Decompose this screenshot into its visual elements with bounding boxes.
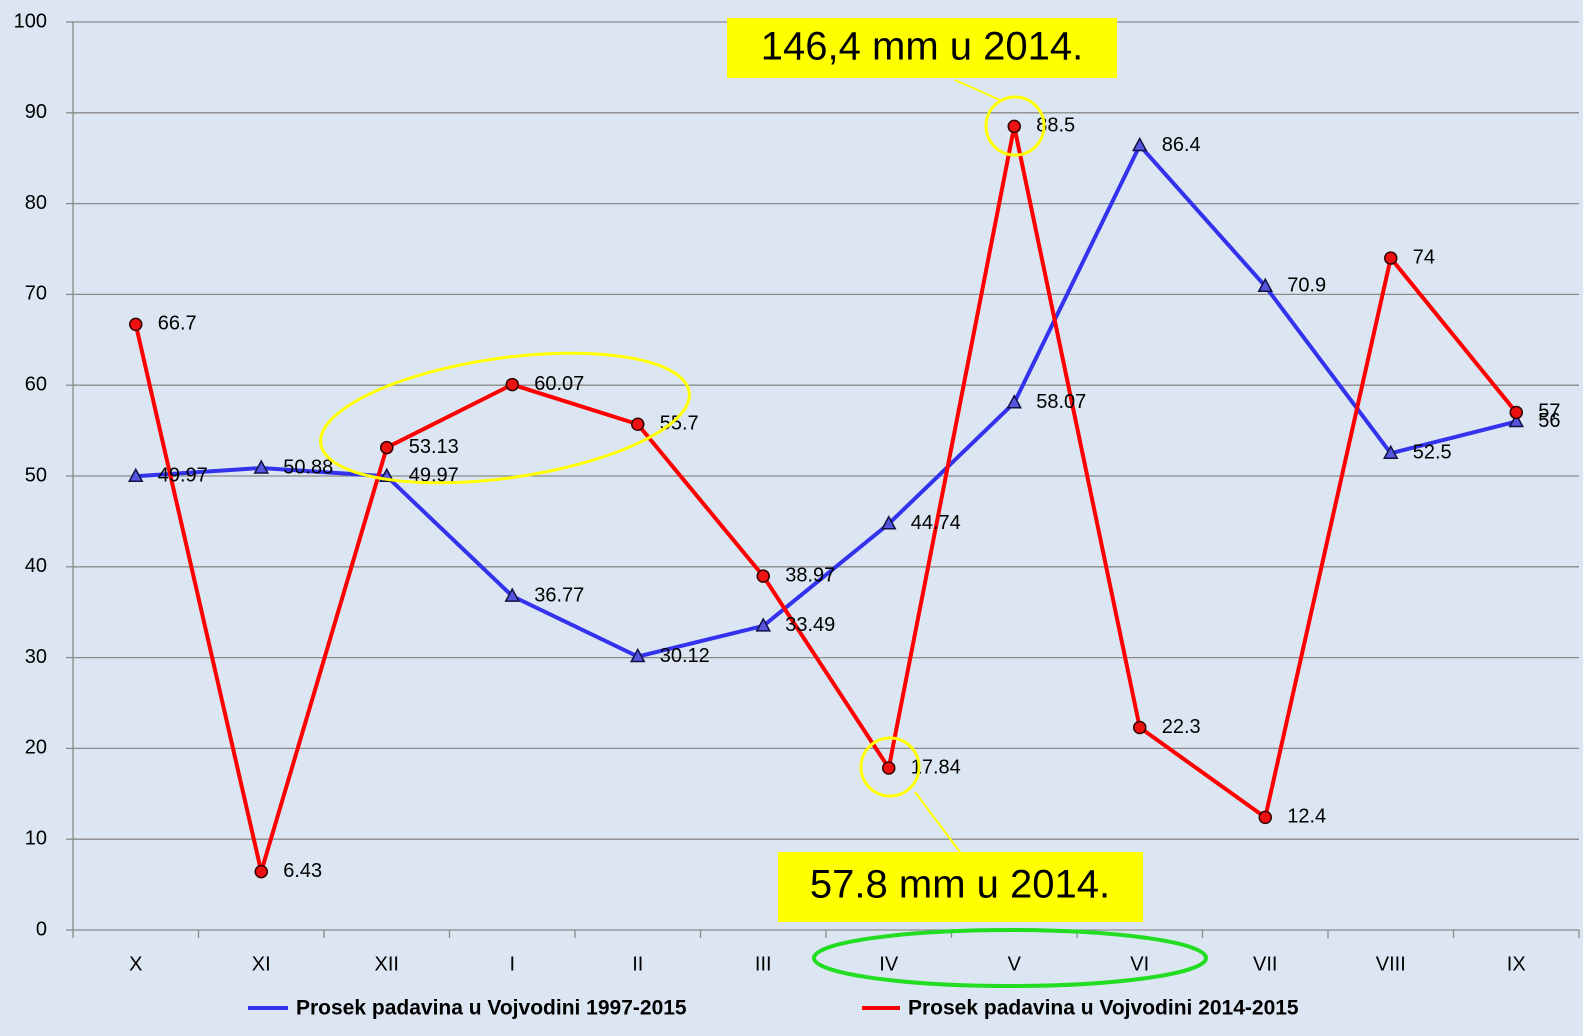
y-tick-label: 20 bbox=[25, 737, 47, 759]
y-tick-label: 30 bbox=[25, 646, 47, 668]
legend: Prosek padavina u Vojvodini 1997-2015 Pr… bbox=[248, 997, 1299, 1020]
x-tick-label: XII bbox=[375, 953, 399, 975]
marker bbox=[1508, 412, 1525, 428]
y-tick-label: 80 bbox=[25, 192, 47, 214]
marker bbox=[1384, 251, 1398, 265]
legend-label: Prosek padavina u Vojvodini 2014-2015 bbox=[908, 997, 1299, 1020]
data-label: 22.3 bbox=[1162, 716, 1201, 738]
x-tick-label: III bbox=[755, 953, 772, 975]
marker bbox=[1382, 444, 1399, 460]
data-label: 58.07 bbox=[1036, 391, 1086, 413]
marker bbox=[1133, 720, 1147, 735]
marker bbox=[1509, 405, 1523, 420]
data-label: 74 bbox=[1413, 246, 1435, 268]
x-tick-label: II bbox=[632, 953, 643, 975]
x-tick-label: IV bbox=[879, 953, 899, 975]
annotations: 146,4 mm u 2014. 57.8 mm u 2014. bbox=[319, 18, 1208, 988]
highlight-circle bbox=[859, 736, 921, 798]
marker bbox=[629, 647, 646, 663]
marker bbox=[631, 417, 645, 431]
marker bbox=[882, 761, 896, 775]
y-tick-label: 50 bbox=[25, 464, 47, 486]
data-label: 52.5 bbox=[1413, 442, 1452, 464]
marker bbox=[880, 515, 897, 530]
x-tick-label: I bbox=[509, 953, 515, 975]
marker bbox=[755, 617, 772, 632]
data-label: 12.4 bbox=[1287, 806, 1326, 828]
data-label: 30.12 bbox=[660, 645, 710, 667]
data-label: 38.97 bbox=[785, 564, 835, 586]
series-line bbox=[133, 124, 1518, 874]
y-tick-label: 90 bbox=[25, 101, 47, 123]
x-tick-label: X bbox=[129, 953, 142, 975]
marker bbox=[253, 459, 270, 474]
data-label: 70.9 bbox=[1287, 275, 1326, 297]
annotation: 57.8 mm u 2014. bbox=[810, 863, 1110, 907]
highlight-ellipse bbox=[812, 928, 1208, 988]
data-label: 53.13 bbox=[409, 436, 459, 458]
data-label: 86.4 bbox=[1162, 134, 1201, 156]
x-tick-label: VIII bbox=[1376, 953, 1406, 975]
x-tick-label: V bbox=[1008, 953, 1022, 975]
marker bbox=[504, 587, 521, 602]
x-tick-label: XI bbox=[252, 953, 271, 975]
marker bbox=[505, 377, 519, 392]
y-tick-label: 0 bbox=[36, 918, 47, 940]
plot: 49.97 50.88 49.97 36.77 30.12 33.49 44.74 58.07… bbox=[127, 115, 1561, 882]
marker bbox=[1007, 119, 1021, 134]
x-tick-label: VI bbox=[1130, 953, 1149, 975]
x-tick-label: IX bbox=[1507, 953, 1526, 975]
data-label: 49.97 bbox=[158, 465, 208, 487]
leader-line bbox=[914, 791, 961, 853]
data-label: 55.7 bbox=[660, 413, 699, 435]
annotation: 146,4 mm u 2014. bbox=[761, 25, 1083, 69]
marker bbox=[380, 440, 394, 455]
data-label: 49.97 bbox=[409, 465, 459, 487]
marker bbox=[1257, 277, 1274, 292]
y-tick-label: 100 bbox=[14, 10, 47, 32]
legend-label: Prosek padavina u Vojvodini 1997-2015 bbox=[296, 997, 687, 1020]
data-label: 33.49 bbox=[785, 614, 835, 636]
data-label: 17.84 bbox=[911, 756, 961, 778]
marker bbox=[254, 864, 268, 879]
data-label: 88.5 bbox=[1036, 115, 1075, 137]
data-label: 56 bbox=[1538, 410, 1560, 432]
annotation-box bbox=[778, 852, 1143, 922]
leader-line bbox=[954, 79, 1001, 101]
x-tick-label: VII bbox=[1253, 953, 1277, 975]
highlight-circle bbox=[984, 95, 1046, 157]
marker bbox=[1131, 136, 1148, 152]
marker bbox=[756, 569, 770, 583]
y-tick-label: 40 bbox=[25, 555, 47, 577]
marker bbox=[1258, 810, 1272, 825]
highlight-ellipse bbox=[319, 351, 691, 485]
marker bbox=[127, 467, 144, 483]
data-label: 66.7 bbox=[158, 313, 197, 335]
annotation-box bbox=[727, 18, 1117, 78]
data-label: 44.74 bbox=[911, 512, 961, 534]
marker bbox=[1006, 394, 1023, 409]
marker bbox=[129, 317, 143, 332]
y-tick-label: 70 bbox=[25, 283, 47, 305]
data-label: 60.07 bbox=[534, 373, 584, 395]
data-label: 6.43 bbox=[283, 860, 322, 882]
data-label: 36.77 bbox=[534, 584, 584, 606]
data-label: 57 bbox=[1538, 401, 1560, 423]
y-tick-label: 10 bbox=[25, 827, 47, 849]
y-tick-label: 60 bbox=[25, 373, 47, 395]
data-label: 50.88 bbox=[283, 456, 333, 478]
